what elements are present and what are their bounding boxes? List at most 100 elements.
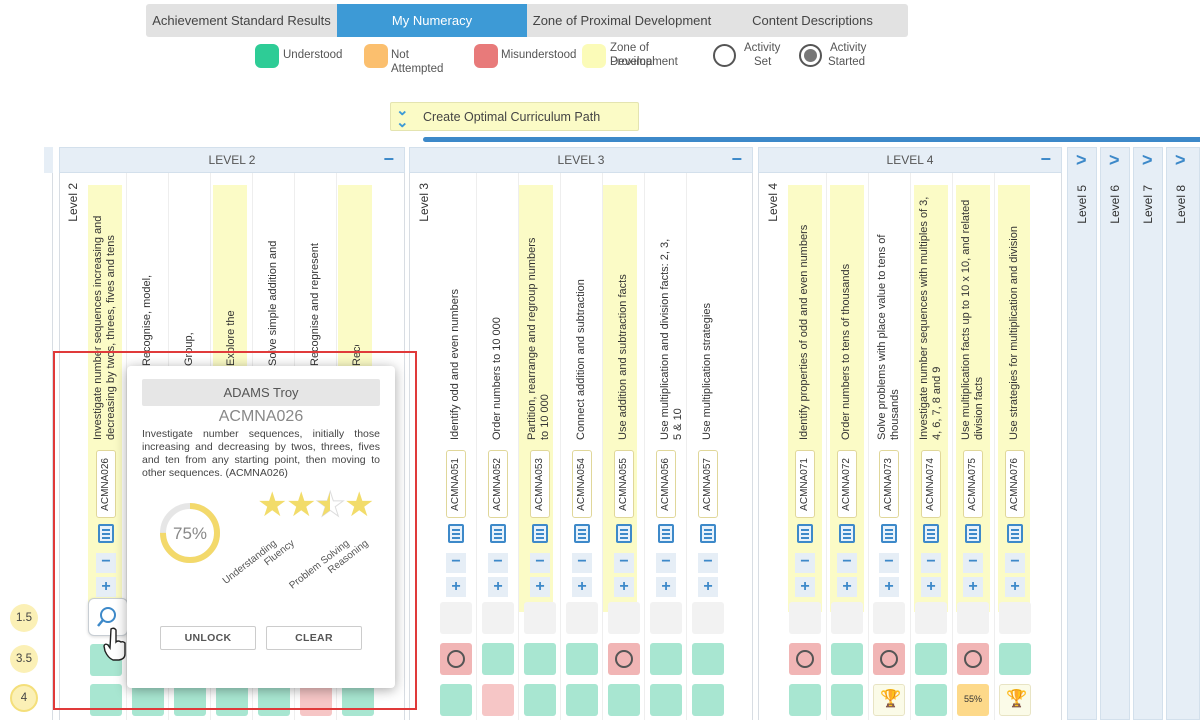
minus-button[interactable]: − [837,553,857,573]
document-icon[interactable] [658,524,674,543]
document-icon[interactable] [1007,524,1023,543]
chevron-right-icon[interactable]: > [1142,150,1153,170]
result-cell[interactable] [608,684,640,716]
level2-header[interactable]: LEVEL 2 − [59,147,405,173]
tab-achievement-standard-results[interactable]: Achievement Standard Results [152,13,331,28]
result-cell[interactable] [915,684,947,716]
result-cell[interactable] [999,643,1031,675]
result-cell[interactable] [692,643,724,675]
document-icon[interactable] [839,524,855,543]
collapse-level2-icon[interactable]: − [383,149,394,169]
plus-button[interactable]: + [879,577,899,597]
plus-button[interactable]: + [921,577,941,597]
content-code[interactable]: ACMNA075 [963,450,983,518]
unlock-button[interactable]: UNLOCK [160,626,256,650]
result-cell[interactable] [524,684,556,716]
tab-my-numeracy[interactable]: My Numeracy [337,4,527,37]
result-cell[interactable] [132,684,164,716]
minus-button[interactable]: − [656,553,676,573]
content-code[interactable]: ACMNA072 [837,450,857,518]
content-code[interactable]: ACMNA057 [698,450,718,518]
minus-button[interactable]: − [614,553,634,573]
plus-button[interactable]: + [656,577,676,597]
plus-button[interactable]: + [963,577,983,597]
content-code[interactable]: ACMNA071 [795,450,815,518]
collapse-level3-icon[interactable]: − [731,149,742,169]
document-icon[interactable] [574,524,590,543]
content-code[interactable]: ACMNA076 [1005,450,1025,518]
result-cell[interactable] [608,643,640,675]
result-cell[interactable] [174,684,206,716]
content-code[interactable]: ACMNA073 [879,450,899,518]
minus-button[interactable]: − [795,553,815,573]
plus-button[interactable]: + [837,577,857,597]
content-code[interactable]: ACMNA026 [96,450,116,518]
content-code[interactable]: ACMNA052 [488,450,508,518]
result-cell[interactable] [300,684,332,716]
result-cell[interactable] [440,684,472,716]
result-cell[interactable]: 55% [957,684,989,716]
result-cell[interactable] [650,602,682,634]
document-icon[interactable] [797,524,813,543]
document-icon[interactable] [490,524,506,543]
tab-content-descriptions[interactable]: Content Descriptions [752,13,873,28]
plus-button[interactable]: + [530,577,550,597]
result-cell[interactable] [608,602,640,634]
minus-button[interactable]: − [698,553,718,573]
result-cell[interactable] [482,684,514,716]
result-cell[interactable] [566,602,598,634]
document-icon[interactable] [448,524,464,543]
result-cell[interactable] [342,684,374,716]
content-code[interactable]: ACMNA055 [614,450,634,518]
result-cell[interactable] [482,602,514,634]
document-icon[interactable] [700,524,716,543]
result-cell[interactable] [90,684,122,716]
minus-button[interactable]: − [446,553,466,573]
result-cell[interactable] [258,684,290,716]
document-icon[interactable] [98,524,114,543]
document-icon[interactable] [532,524,548,543]
result-cell[interactable] [524,643,556,675]
result-cell[interactable] [789,643,821,675]
plus-button[interactable]: + [795,577,815,597]
level4-header[interactable]: LEVEL 4 − [758,147,1062,173]
result-cell[interactable] [692,684,724,716]
result-cell[interactable] [957,643,989,675]
collapse-level4-icon[interactable]: − [1040,149,1051,169]
tab-zone-of-proximal-development[interactable]: Zone of Proximal Development [532,13,712,28]
level6-collapsed[interactable]: > Level 6 [1100,147,1130,720]
document-icon[interactable] [881,524,897,543]
plus-button[interactable]: + [572,577,592,597]
chevron-right-icon[interactable]: > [1076,150,1087,170]
result-cell[interactable] [650,684,682,716]
chevron-right-icon[interactable]: > [1109,150,1120,170]
minus-button[interactable]: − [879,553,899,573]
result-cell[interactable] [482,643,514,675]
result-cell[interactable]: 🏆 [873,684,905,716]
result-cell[interactable] [873,643,905,675]
result-cell[interactable] [915,643,947,675]
result-cell[interactable] [440,602,472,634]
minus-button[interactable]: − [963,553,983,573]
result-cell[interactable] [831,643,863,675]
minus-button[interactable]: − [488,553,508,573]
result-cell[interactable] [789,684,821,716]
plus-button[interactable]: + [96,577,116,597]
chevron-right-icon[interactable]: > [1175,150,1186,170]
level7-collapsed[interactable]: > Level 7 [1133,147,1163,720]
level3-header[interactable]: LEVEL 3 − [409,147,753,173]
level5-collapsed[interactable]: > Level 5 [1067,147,1097,720]
result-cell[interactable] [650,643,682,675]
result-cell[interactable]: 🏆 [999,684,1031,716]
result-cell[interactable] [566,684,598,716]
document-icon[interactable] [965,524,981,543]
content-code[interactable]: ACMNA053 [530,450,550,518]
document-icon[interactable] [923,524,939,543]
result-cell[interactable] [831,602,863,634]
minus-button[interactable]: − [96,553,116,573]
result-cell[interactable] [999,602,1031,634]
result-cell[interactable] [524,602,556,634]
plus-button[interactable]: + [614,577,634,597]
plus-button[interactable]: + [488,577,508,597]
result-cell[interactable] [216,684,248,716]
